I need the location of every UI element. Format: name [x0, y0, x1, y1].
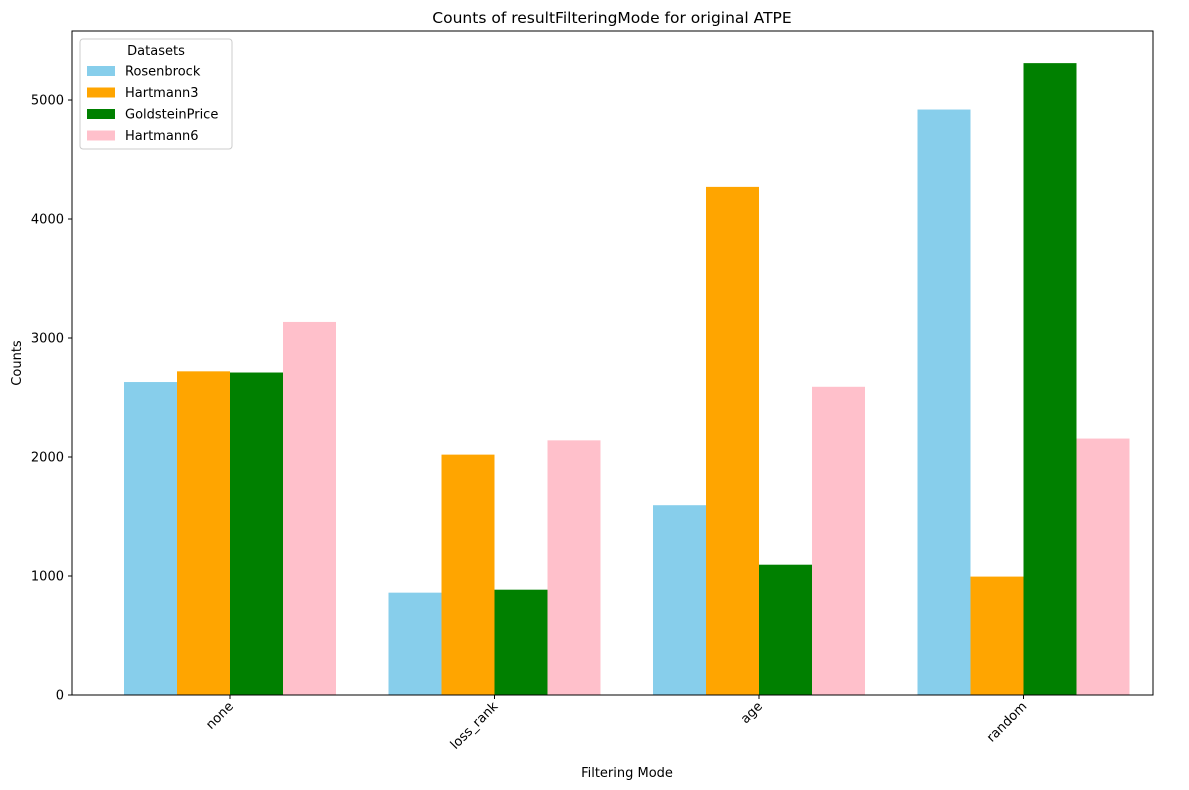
y-tick-label: 2000	[31, 451, 64, 466]
bar-hartmann3-random	[970, 576, 1024, 695]
bar-goldsteinprice-loss-rank	[494, 589, 548, 695]
plot-frame	[71, 30, 1154, 696]
bar-rosenbrock-random	[917, 109, 971, 695]
bar-rosenbrock-age	[653, 505, 706, 695]
legend-label-hartmann3: Hartmann3	[125, 86, 199, 101]
x-tick-label: none	[203, 699, 237, 733]
bar-hartmann6-loss-rank	[547, 440, 601, 695]
legend-title: Datasets	[127, 44, 185, 59]
legend-swatch-hartmann3	[87, 87, 115, 98]
x-tick-label: random	[984, 699, 1030, 745]
legend: Datasets Rosenbrock Hartmann3 GoldsteinPri…	[79, 38, 233, 150]
bar-goldsteinprice-age	[759, 564, 812, 695]
legend-swatch-rosenbrock	[87, 66, 115, 76]
bar-goldsteinprice-none	[230, 372, 283, 695]
legend-swatch-hartmann6	[87, 130, 115, 141]
chart-title: Counts of resultFilteringMode for origin…	[432, 9, 791, 27]
y-tick-label: 1000	[31, 570, 64, 585]
y-tick-label: 5000	[31, 94, 64, 109]
bar-hartmann3-none	[177, 371, 230, 695]
legend-label-hartmann6: Hartmann6	[125, 129, 199, 144]
legend-label-rosenbrock: Rosenbrock	[125, 65, 201, 80]
legend-swatch-goldsteinprice	[87, 109, 115, 119]
bar-hartmann6-random	[1076, 438, 1130, 695]
bars-group	[124, 63, 1130, 696]
x-tick-label: loss_rank	[448, 699, 502, 753]
y-tick-label: 3000	[31, 332, 64, 347]
bar-rosenbrock-loss-rank	[388, 592, 442, 695]
x-tick-label: age	[738, 699, 766, 727]
bar-hartmann3-age	[706, 186, 759, 695]
x-axis: none loss_rank age random	[203, 695, 1030, 753]
bar-hartmann6-none	[283, 321, 336, 695]
y-tick-label: 0	[56, 689, 64, 704]
bar-hartmann6-age	[812, 386, 865, 695]
bar-goldsteinprice-random	[1023, 63, 1077, 696]
y-axis: 0 1000 2000 3000 4000 5000	[31, 94, 72, 704]
x-axis-label: Filtering Mode	[581, 766, 673, 781]
bar-rosenbrock-none	[124, 382, 177, 695]
legend-items: Rosenbrock Hartmann3 GoldsteinPrice Hartman…	[87, 65, 218, 144]
legend-box	[79, 38, 233, 150]
legend-label-goldsteinprice: GoldsteinPrice	[125, 108, 218, 123]
y-axis-label: Counts	[10, 340, 25, 386]
bar-hartmann3-loss-rank	[441, 454, 495, 695]
y-tick-label: 4000	[31, 213, 64, 228]
